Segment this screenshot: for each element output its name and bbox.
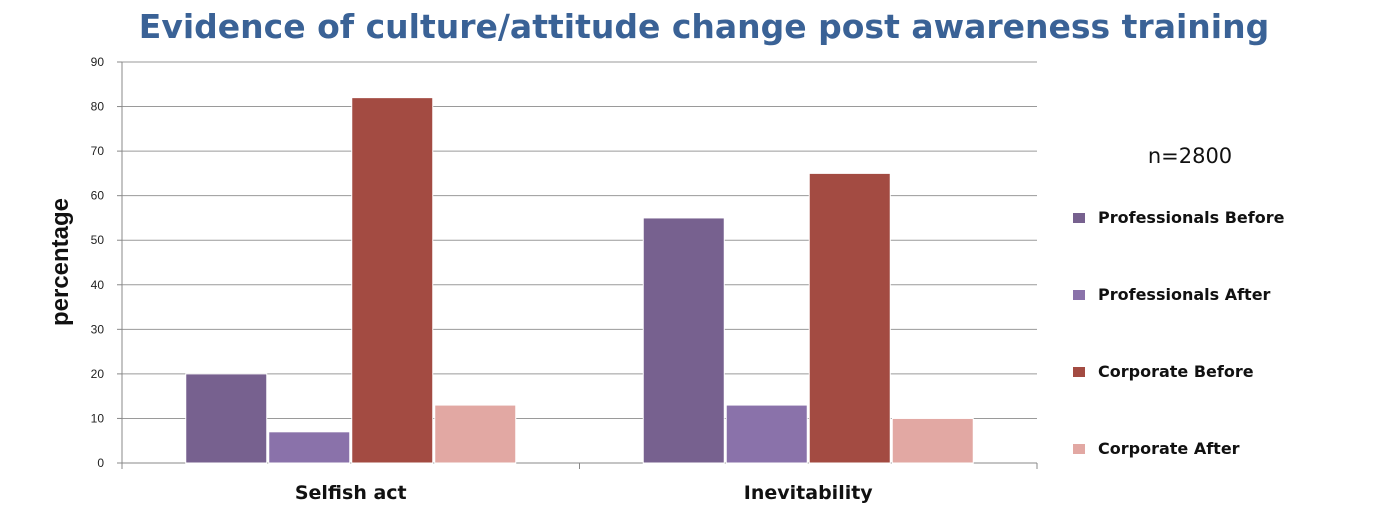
bar-professionals-after-inevitability bbox=[725, 404, 808, 464]
bar-corporate-after-selfish-act bbox=[434, 404, 517, 464]
legend-swatch bbox=[1073, 290, 1085, 300]
y-tick-label: 90 bbox=[91, 55, 105, 69]
y-tick-label: 30 bbox=[91, 322, 105, 336]
legend: Professionals Before Professionals After C… bbox=[1073, 208, 1285, 458]
sample-size-note: n=2800 bbox=[1148, 144, 1232, 168]
y-tick-label: 70 bbox=[91, 144, 105, 158]
legend-swatch bbox=[1073, 367, 1085, 377]
axes: 0 10 20 30 40 50 60 70 80 90 bbox=[91, 55, 1038, 470]
y-tick-label: 60 bbox=[91, 189, 105, 203]
y-tick-label: 80 bbox=[91, 100, 105, 114]
grid bbox=[122, 61, 1037, 419]
bar-professionals-before-selfish-act bbox=[185, 373, 268, 464]
y-tick-label: 20 bbox=[91, 367, 105, 381]
legend-label: Corporate After bbox=[1098, 439, 1240, 458]
y-tick-label: 0 bbox=[97, 456, 104, 470]
legend-label: Professionals Before bbox=[1098, 208, 1285, 227]
chart-title: Evidence of culture/attitude change post… bbox=[139, 7, 1269, 46]
y-tick-label: 50 bbox=[91, 233, 105, 247]
legend-label: Professionals After bbox=[1098, 285, 1271, 304]
bars bbox=[185, 97, 974, 464]
bar-professionals-after-selfish-act bbox=[268, 431, 351, 464]
legend-swatch bbox=[1073, 213, 1085, 223]
category-label: Selfish act bbox=[295, 482, 407, 504]
legend-swatch bbox=[1073, 444, 1085, 454]
y-tick-label: 10 bbox=[91, 411, 105, 425]
legend-label: Corporate Before bbox=[1098, 362, 1254, 381]
category-label: Inevitability bbox=[744, 482, 874, 504]
category-labels: Selfish act Inevitability bbox=[295, 482, 873, 504]
bar-corporate-before-inevitability bbox=[808, 172, 891, 464]
y-tick-label: 40 bbox=[91, 278, 105, 292]
bar-corporate-after-inevitability bbox=[891, 417, 974, 464]
y-axis-label: percentage bbox=[47, 198, 74, 326]
bar-corporate-before-selfish-act bbox=[351, 97, 434, 464]
bar-professionals-before-inevitability bbox=[642, 217, 725, 464]
